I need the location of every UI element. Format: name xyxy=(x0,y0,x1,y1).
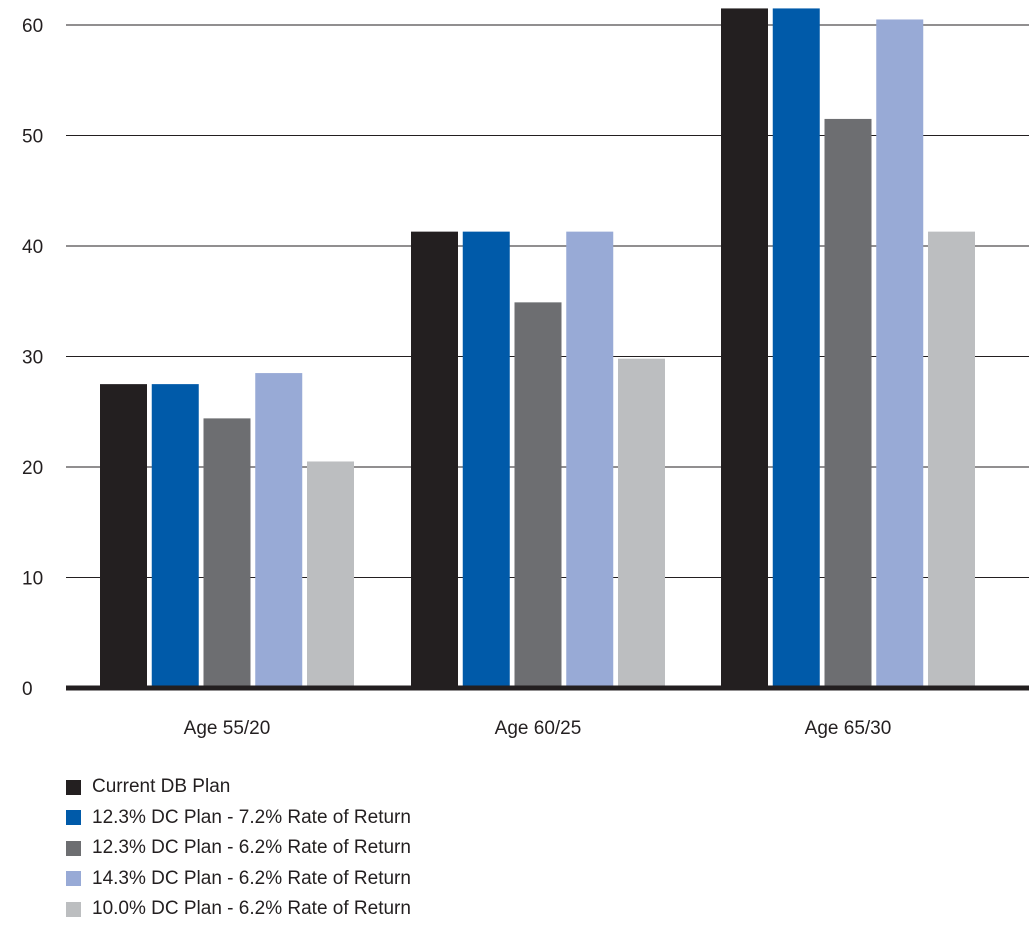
y-tick-label: 20 xyxy=(22,458,43,479)
bar xyxy=(618,358,665,688)
y-axis-ticks: 0 10 20 30 40 50 60 xyxy=(22,16,43,700)
legend-item: 10.0% DC Plan - 6.2% Rate of Return xyxy=(66,894,411,925)
y-tick-label: 30 xyxy=(22,348,43,369)
legend-label: 10.0% DC Plan - 6.2% Rate of Return xyxy=(92,898,411,920)
bar xyxy=(462,231,510,688)
bar xyxy=(566,231,614,688)
x-axis-categories: Age 55/20 Age 60/25 Age 65/30 xyxy=(184,718,892,739)
legend-swatch xyxy=(66,871,81,887)
bar xyxy=(824,118,872,689)
bar xyxy=(514,302,562,688)
legend-swatch xyxy=(66,840,81,856)
bar xyxy=(307,461,354,688)
legend-label: 12.3% DC Plan - 6.2% Rate of Return xyxy=(92,837,411,859)
bar xyxy=(203,418,251,688)
legend-item: 12.3% DC Plan - 6.2% Rate of Return xyxy=(66,833,411,864)
bar xyxy=(255,373,303,688)
x-category-label: Age 60/25 xyxy=(495,718,582,739)
y-tick-label: 0 xyxy=(22,679,33,700)
y-tick-label: 60 xyxy=(22,16,43,37)
bar xyxy=(876,19,924,689)
legend-swatch xyxy=(66,901,81,917)
y-tick-label: 10 xyxy=(22,569,43,590)
y-tick-label: 40 xyxy=(22,237,43,258)
x-category-label: Age 55/20 xyxy=(184,718,271,739)
legend-swatch xyxy=(66,810,81,826)
bar xyxy=(411,231,458,688)
bar xyxy=(928,231,975,688)
legend-item: 14.3% DC Plan - 6.2% Rate of Return xyxy=(66,864,411,895)
x-category-label: Age 65/30 xyxy=(805,718,892,739)
bar xyxy=(100,384,147,688)
y-tick-label: 50 xyxy=(22,127,43,148)
legend: Current DB Plan 12.3% DC Plan - 7.2% Rate… xyxy=(66,772,411,925)
legend-item: Current DB Plan xyxy=(66,772,411,803)
legend-label: Current DB Plan xyxy=(92,776,231,798)
legend-swatch xyxy=(66,779,81,795)
legend-label: 14.3% DC Plan - 6.2% Rate of Return xyxy=(92,867,411,889)
bar xyxy=(772,8,820,689)
legend-label: 12.3% DC Plan - 7.2% Rate of Return xyxy=(92,806,411,828)
bars xyxy=(100,8,975,689)
bar xyxy=(721,8,768,689)
legend-item: 12.3% DC Plan - 7.2% Rate of Return xyxy=(66,803,411,834)
bar xyxy=(151,384,199,688)
